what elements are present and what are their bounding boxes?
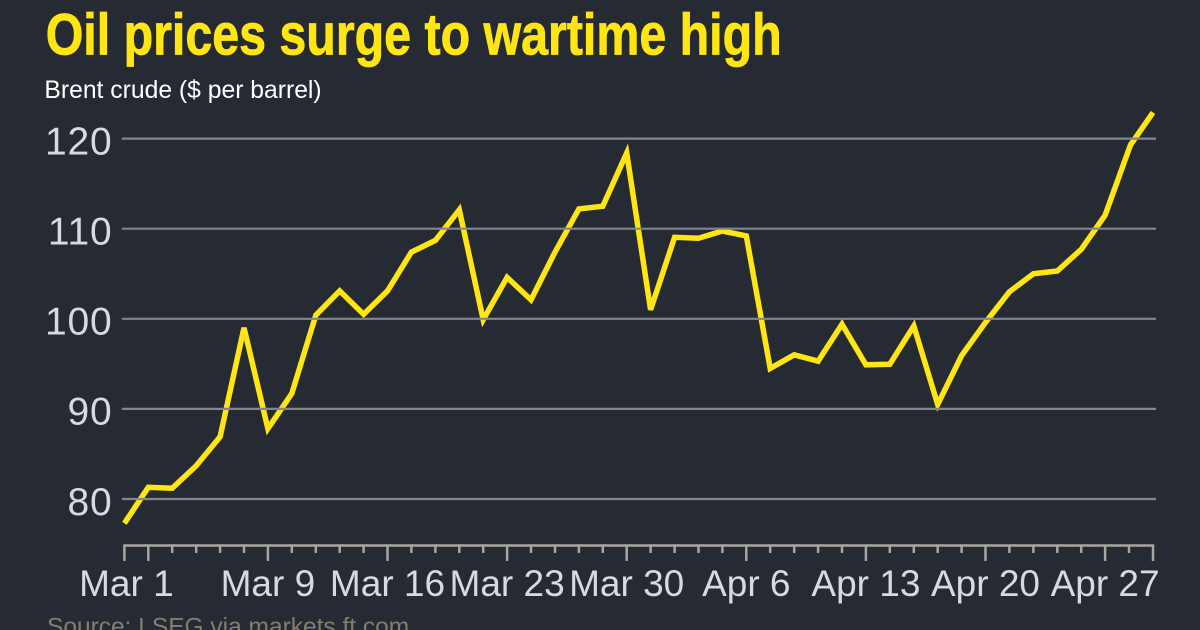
svg-text:Mar 23: Mar 23 [450,563,565,604]
svg-text:80: 80 [68,481,113,524]
svg-text:Apr 20: Apr 20 [931,563,1040,604]
svg-text:Mar 16: Mar 16 [330,563,445,604]
svg-text:Apr 6: Apr 6 [702,563,790,604]
svg-text:Apr 27: Apr 27 [1051,563,1160,604]
svg-text:Oil prices surge to wartime hi: Oil prices surge to wartime high [46,3,782,67]
svg-text:Brent crude ($ per barrel): Brent crude ($ per barrel) [44,77,321,104]
svg-text:110: 110 [48,211,113,254]
svg-text:Apr 13: Apr 13 [811,563,920,604]
svg-text:Source: LSEG via markets.ft.co: Source: LSEG via markets.ft.com [47,614,409,630]
svg-text:100: 100 [45,301,112,344]
svg-text:120: 120 [45,120,112,163]
svg-text:Mar 9: Mar 9 [221,563,316,604]
svg-text:Mar 1: Mar 1 [79,563,174,604]
svg-text:90: 90 [68,391,113,434]
svg-text:Mar 30: Mar 30 [569,563,684,604]
